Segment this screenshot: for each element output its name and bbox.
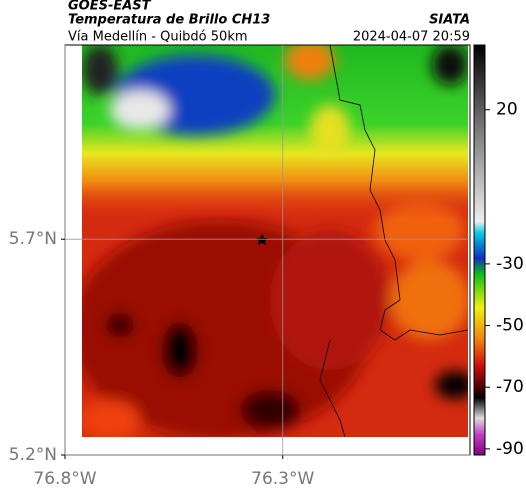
colorbar-tick-label: -30 [496, 254, 524, 274]
subtitle: Temperatura de Brillo CH13 [68, 13, 270, 28]
route: Vía Medellín - Quibdó 50km [68, 30, 248, 45]
colorbar-tick-label: -70 [496, 377, 524, 397]
source: SIATA [429, 13, 470, 28]
x-tick-label: 76.3°W [251, 469, 314, 489]
title: GOES-EAST [68, 0, 152, 14]
y-tick-label: 5.2°N [9, 445, 57, 465]
y-tick-label: 5.7°N [9, 229, 57, 249]
border-line [319, 45, 468, 437]
colorbar-tick-label: -90 [496, 439, 524, 459]
colorbar-tick-label: -50 [496, 316, 524, 336]
x-tick-label: 76.8°W [33, 469, 96, 489]
timestamp: 2024-04-07 20:59 [353, 30, 470, 45]
colorbar [473, 44, 486, 456]
brightness-image [82, 45, 468, 437]
colorbar-tick-label: 20 [496, 100, 518, 120]
